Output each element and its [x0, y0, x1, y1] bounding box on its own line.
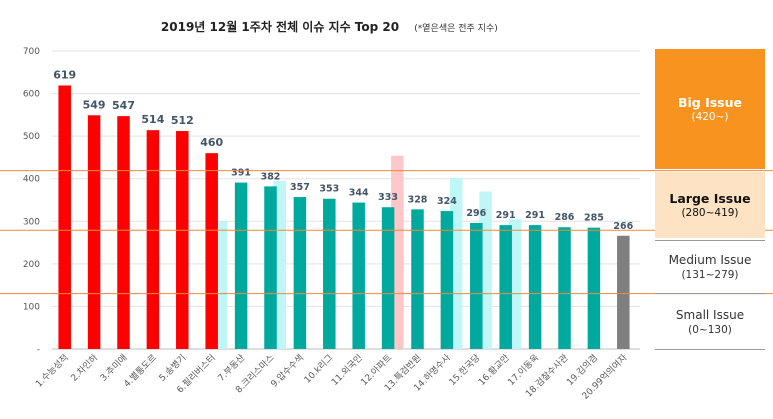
- chart-title: 2019년 12월 1주차 전체 이슈 지수 Top 20: [161, 19, 399, 34]
- bar: [205, 153, 218, 349]
- bar: [411, 209, 424, 349]
- data-label: 344: [349, 188, 369, 199]
- x-tick-label: 15.한국당: [447, 352, 482, 387]
- y-tick-label: -: [37, 345, 40, 355]
- bar: [323, 198, 336, 349]
- data-label: 391: [231, 168, 251, 179]
- current-week-bars: [58, 85, 630, 350]
- zone-medium-range: (131~279): [681, 268, 739, 281]
- bar: [264, 186, 277, 349]
- bar: [617, 235, 630, 349]
- zone-large-range: (280~419): [681, 206, 739, 219]
- data-label: 266: [613, 221, 633, 232]
- zone-large-issue: Large Issue (280~419): [655, 172, 765, 238]
- y-tick-label: 400: [23, 175, 40, 185]
- zone-small-issue: Small Issue (0~130): [655, 296, 765, 350]
- bar: [58, 85, 71, 350]
- data-labels: 619 549 547 514 512 460 391 382 357 353 344 333 328 3…: [53, 68, 633, 231]
- chart-title-note: (*옅은색은 전주 지수): [414, 23, 498, 34]
- zone-medium-issue: Medium Issue (131~279): [655, 240, 765, 294]
- data-label: 285: [584, 213, 604, 224]
- zone-big-range: (420~): [691, 110, 729, 123]
- data-label: 291: [525, 210, 545, 221]
- x-tick-label: 11.외국인: [329, 352, 365, 388]
- x-tick-label: 1.수능성적: [33, 352, 71, 390]
- bar: [146, 130, 160, 349]
- bar: [440, 211, 454, 349]
- zone-large-name: Large Issue: [669, 190, 751, 206]
- bar: [352, 202, 365, 349]
- zone-big-name: Big Issue: [677, 94, 743, 110]
- data-label: 333: [378, 192, 398, 203]
- zone-medium-name: Medium Issue: [668, 252, 752, 267]
- data-label: 514: [141, 113, 164, 126]
- bar: [234, 182, 248, 349]
- bar: [176, 131, 189, 349]
- bar: [499, 225, 512, 349]
- data-label: 619: [53, 68, 76, 81]
- data-label: 549: [83, 98, 106, 111]
- zone-small-name: Small Issue: [675, 308, 745, 322]
- data-label: 357: [290, 182, 310, 193]
- bar: [117, 116, 130, 350]
- data-label: 547: [112, 99, 135, 112]
- x-axis: 1.수능성적2.차인하3.추미애4.별통도르5.송병기6.필리버스터7.부동산8…: [33, 351, 630, 402]
- y-tick-label: 200: [23, 260, 40, 270]
- y-tick-label: 100: [23, 302, 40, 312]
- threshold-lines: [0, 170, 773, 295]
- bar: [381, 207, 395, 349]
- x-tick-label: 2.차인하: [68, 351, 101, 384]
- data-label: 460: [200, 136, 223, 149]
- gridlines: [52, 50, 640, 350]
- data-label: 291: [496, 210, 516, 221]
- bar: [587, 227, 601, 349]
- data-label: 328: [408, 194, 428, 205]
- zone-big-issue: Big Issue (420~): [655, 49, 765, 169]
- x-tick-label: 16.황교안: [476, 352, 511, 387]
- data-label: 382: [261, 171, 281, 182]
- bar: [87, 115, 101, 349]
- bar: [293, 197, 307, 349]
- y-tick-label: 300: [23, 217, 40, 227]
- y-tick-label: 700: [23, 47, 40, 57]
- y-tick-label: 500: [23, 132, 40, 142]
- data-label: 286: [555, 212, 575, 223]
- bar: [558, 227, 571, 349]
- bar: [528, 225, 542, 349]
- y-axis: - 100 200 300 400 500 600 700: [23, 47, 40, 355]
- y-tick-label: 600: [23, 90, 40, 100]
- data-label: 353: [319, 184, 339, 195]
- data-label: 324: [437, 196, 457, 207]
- bar: [470, 222, 483, 349]
- zone-small-range: (0~130): [688, 324, 732, 336]
- data-label: 296: [466, 208, 486, 219]
- data-label: 512: [171, 114, 194, 127]
